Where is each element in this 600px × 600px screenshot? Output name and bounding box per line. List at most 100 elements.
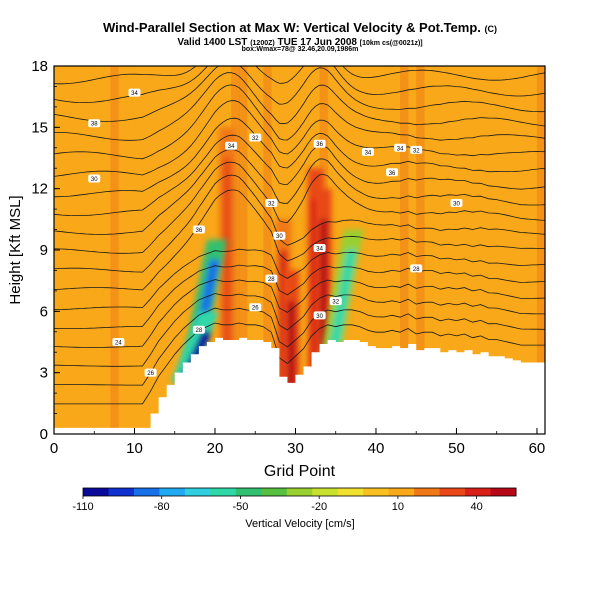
theta-contour xyxy=(54,134,545,216)
field-streak xyxy=(456,66,466,434)
contour-label-text: 26 xyxy=(147,371,154,377)
field-streak xyxy=(287,66,296,434)
colorbar-swatch xyxy=(439,488,466,496)
field-streak xyxy=(408,66,417,434)
theta-contour xyxy=(54,189,545,291)
y-tick-label: 0 xyxy=(40,426,48,443)
contour-label-bg xyxy=(410,264,423,273)
theta-contour xyxy=(54,72,545,141)
chart-title-main: Wind-Parallel Section at Max W: Vertical… xyxy=(102,20,481,35)
contour-label-text: 36 xyxy=(196,228,203,234)
x-tick-label: 50 xyxy=(448,440,465,457)
field-streak xyxy=(440,66,449,434)
theta-contour xyxy=(54,248,545,311)
field-streak xyxy=(182,66,192,434)
colorbar-tick-label: -110 xyxy=(72,501,93,513)
contour-label: 32 xyxy=(329,297,342,306)
field-streak xyxy=(134,66,144,434)
field-streak xyxy=(94,66,103,434)
x-tick-label: 0 xyxy=(50,440,58,457)
field-streak xyxy=(327,66,337,434)
contour-label-text: 32 xyxy=(268,201,275,207)
terrain-mask xyxy=(54,337,545,434)
theta-contour xyxy=(54,174,545,273)
contour-label-text: 30 xyxy=(316,314,323,320)
contour-label-bg xyxy=(88,174,101,183)
contour-label: 34 xyxy=(313,243,326,252)
colorbar-swatch xyxy=(261,488,288,496)
contour-label-bg xyxy=(192,325,205,334)
colorbar-frame xyxy=(82,487,517,497)
contour-label-bg xyxy=(361,147,374,156)
x-tick-label: 10 xyxy=(126,440,143,457)
field-streak xyxy=(126,66,135,434)
contour-label: 32 xyxy=(249,133,262,142)
y-tick-label: 15 xyxy=(31,119,48,136)
field-streak xyxy=(448,66,457,434)
contour-label-text: 28 xyxy=(413,267,420,273)
contour-label: 30 xyxy=(273,231,286,240)
contour-label-bg xyxy=(128,88,141,97)
colorbar-swatch xyxy=(363,488,390,496)
contour-label-bg xyxy=(265,274,278,283)
y-tick-label: 3 xyxy=(40,365,48,382)
contour-label: 28 xyxy=(192,325,205,334)
contour-label: 26 xyxy=(144,368,157,377)
contour-label-bg xyxy=(225,141,238,150)
colorbar-tick-label: 40 xyxy=(471,501,483,513)
field-streak xyxy=(400,66,409,434)
colorbar-tick-label: -20 xyxy=(311,501,327,513)
colorbar-swatch xyxy=(465,488,492,496)
contour-label-text: 34 xyxy=(365,150,372,156)
x-tick-label: 40 xyxy=(368,440,385,457)
theta-contour xyxy=(54,161,545,254)
field-streak xyxy=(472,66,482,434)
contour-label-bg xyxy=(313,311,326,320)
field-streak xyxy=(335,66,345,434)
contour-label-bg xyxy=(112,338,125,346)
theta-contour xyxy=(54,293,545,367)
field-streak xyxy=(520,66,530,434)
contour-label: 34 xyxy=(225,141,238,150)
theta-contour xyxy=(54,84,545,160)
contour-label: 24 xyxy=(112,338,125,347)
contour-label-text: 36 xyxy=(389,171,396,177)
theta-contour xyxy=(54,264,545,329)
contour-label-text: 28 xyxy=(196,328,203,334)
colorbar-swatch xyxy=(312,488,339,496)
colorbar-tick-label: -50 xyxy=(233,501,249,513)
theta-contour xyxy=(54,66,545,122)
contour-label: 34 xyxy=(128,88,141,97)
theta-contour xyxy=(54,117,545,198)
y-axis-title: Height [Kft MSL] xyxy=(7,195,24,304)
contour-label: 34 xyxy=(361,147,374,156)
colorbar-swatch xyxy=(490,488,517,496)
theta-contour xyxy=(54,100,545,177)
colorbar-swatch xyxy=(133,488,160,496)
contour-label-bg xyxy=(144,368,157,377)
y-tick-label: 12 xyxy=(31,181,48,198)
chart-title-mark: (C) xyxy=(484,24,498,34)
contour-label-bg xyxy=(386,168,399,177)
x-tick-label: 60 xyxy=(529,440,546,457)
contour-label-bg xyxy=(265,198,278,207)
valid-cross-section-note: [10km cs(@0021z)] xyxy=(359,40,423,47)
contour-label: 28 xyxy=(410,264,423,273)
contour-label-text: 34 xyxy=(397,146,404,152)
field-streak xyxy=(166,66,176,434)
theta-contour xyxy=(54,307,545,386)
field-streak xyxy=(78,66,87,434)
colorbar-swatch xyxy=(184,488,211,496)
field-streak xyxy=(110,66,119,434)
contour-label-text: 32 xyxy=(252,136,259,142)
field-streak xyxy=(359,66,369,434)
plot-area: 34 38 30 36 34 32 32 30 28 26 36 34 32 36 34 30 28 34 32 30… xyxy=(54,66,545,434)
colorbar-swatch xyxy=(414,488,441,496)
contour-label-bg xyxy=(410,145,423,154)
theta-contour xyxy=(54,149,545,235)
field-streak xyxy=(295,66,305,434)
field-streak xyxy=(375,66,385,434)
x-axis-title: Grid Point xyxy=(264,463,336,480)
valid-time-label: Valid 1400 LST xyxy=(177,37,248,48)
colorbar-swatch xyxy=(337,488,364,496)
